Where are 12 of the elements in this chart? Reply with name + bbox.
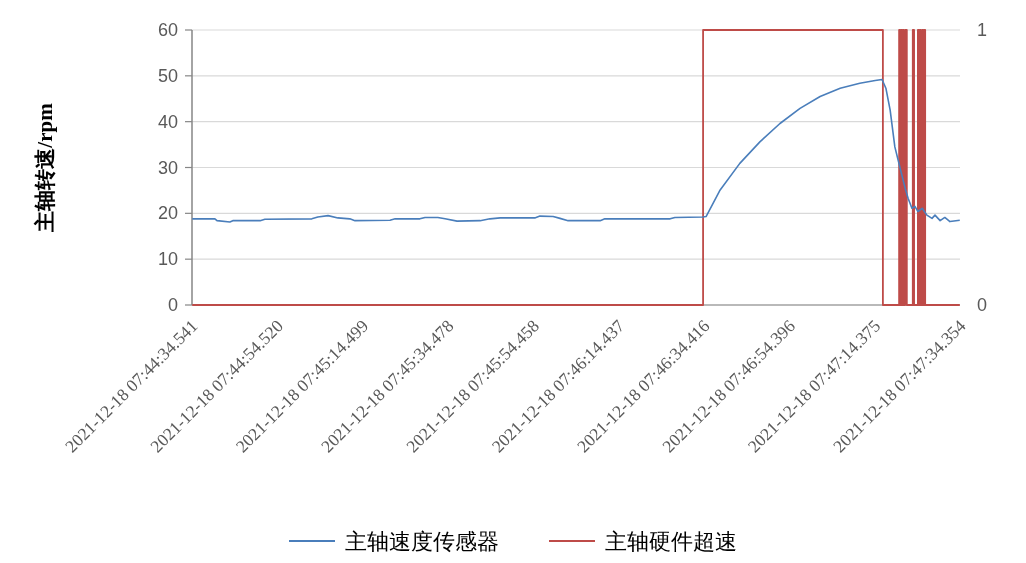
y-axis-title: 主轴转速/rpm [33, 102, 57, 233]
y-tick-label: 0 [167, 295, 178, 315]
y-tick-label: 30 [157, 157, 178, 178]
y-tick-label: 20 [157, 203, 178, 224]
y-tick-label: 50 [157, 65, 178, 86]
y-tick-label: 40 [157, 111, 178, 132]
legend-label: 主轴硬件超速 [605, 529, 737, 554]
y2-tick-label: 0 [977, 295, 988, 315]
y-tick-label: 10 [157, 249, 178, 270]
legend-label: 主轴速度传感器 [345, 529, 499, 554]
y2-tick-label: 1 [977, 20, 988, 40]
y-tick-label: 60 [157, 20, 178, 40]
